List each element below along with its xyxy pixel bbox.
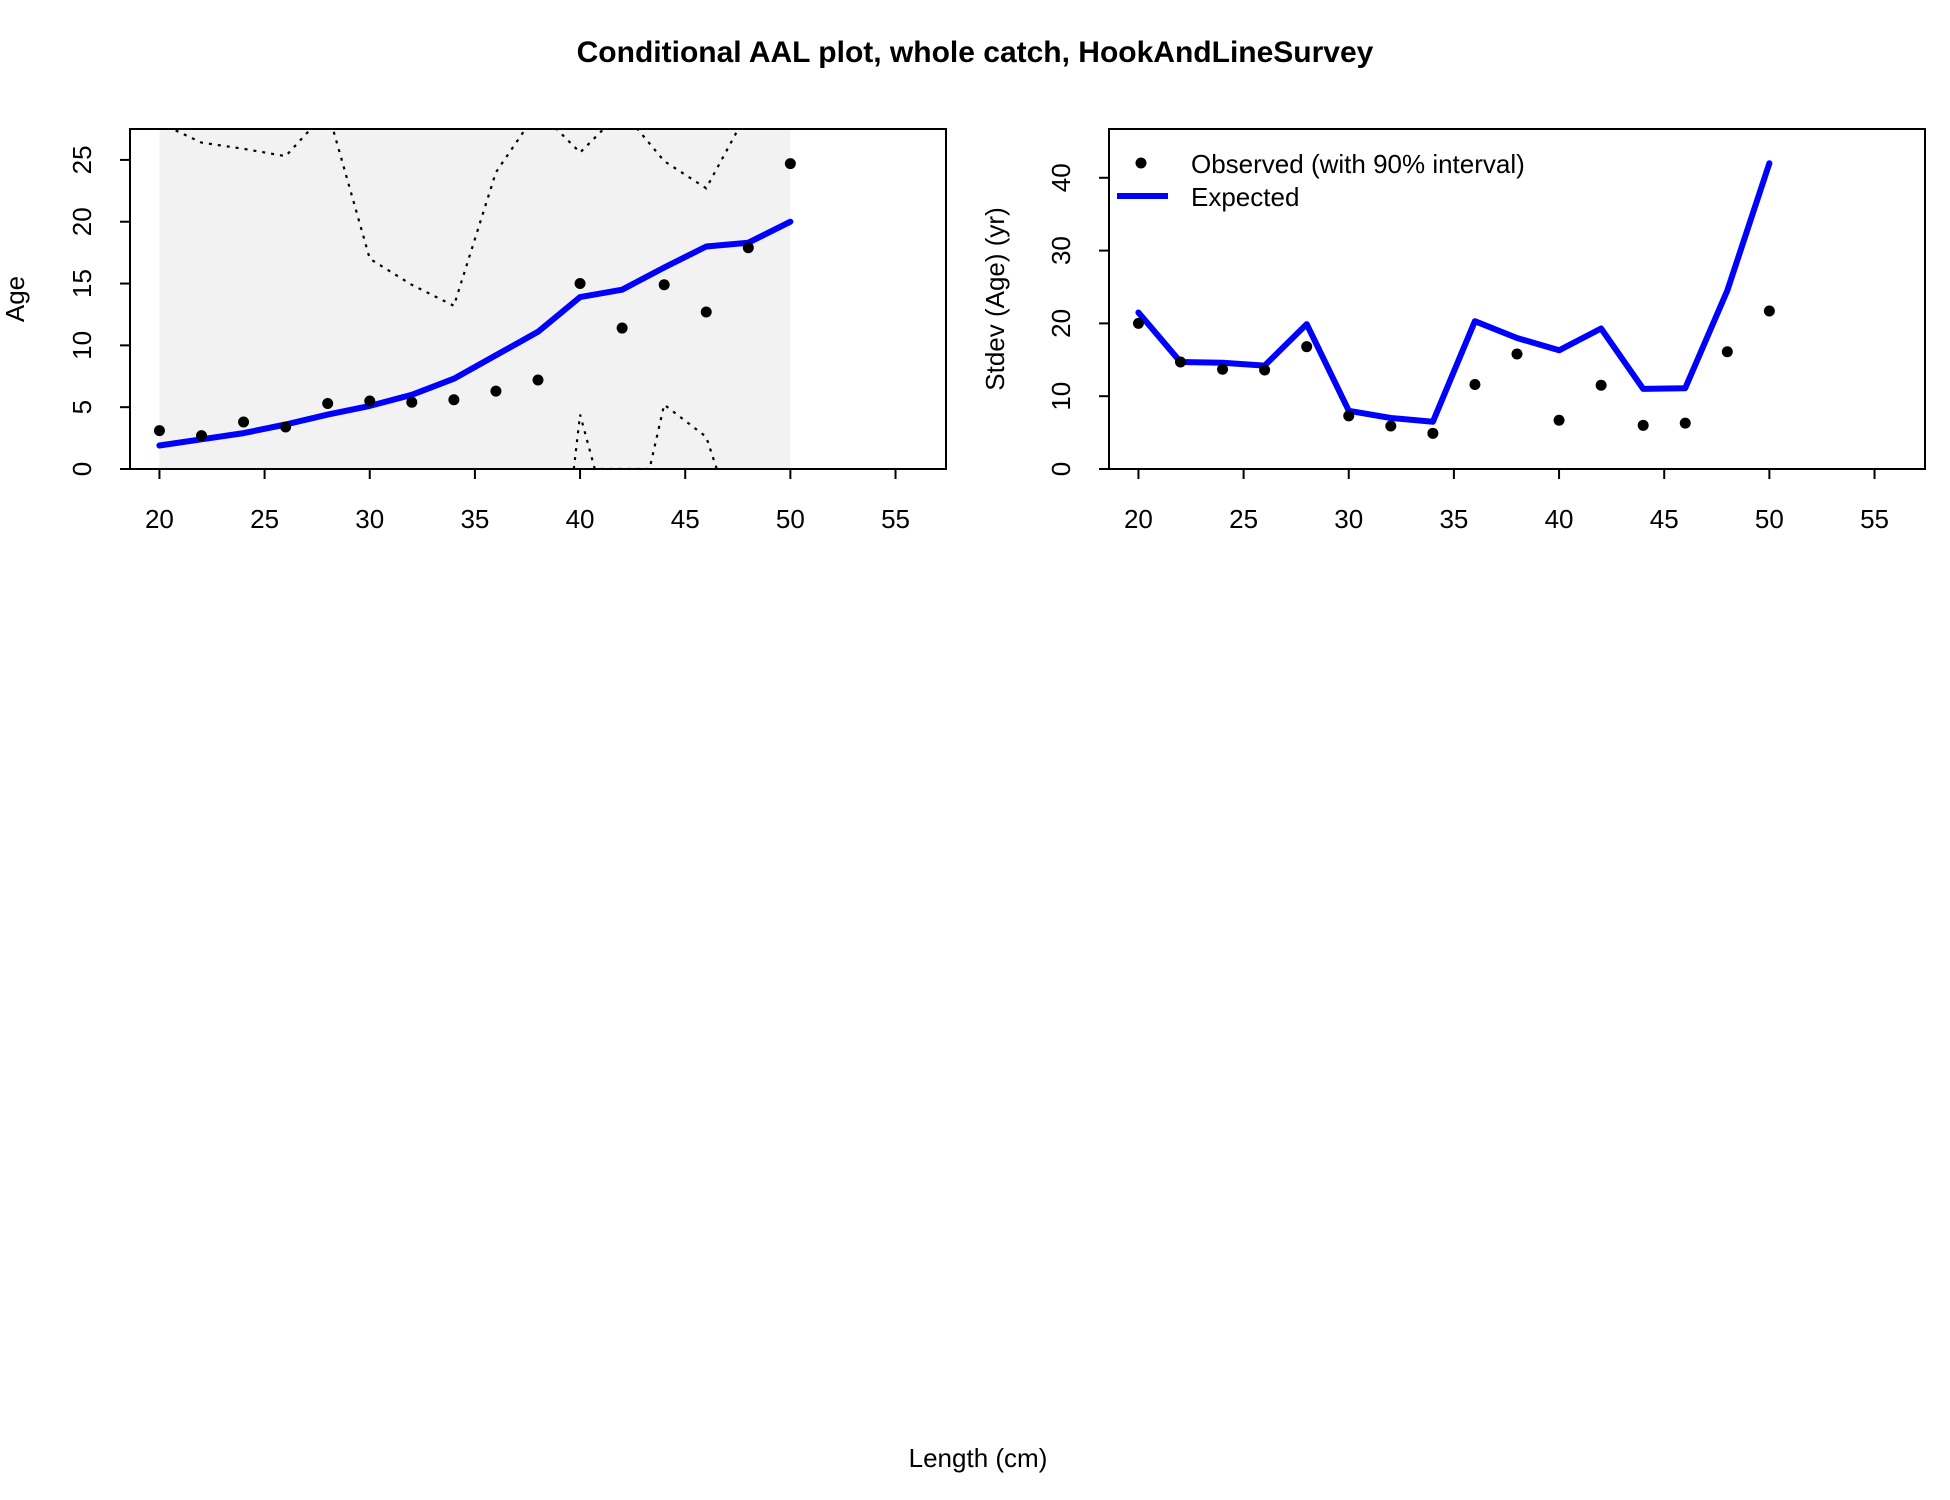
x-tick-label: 55 [881,504,910,534]
observed-point [574,278,586,290]
stdev-age-panel: 20 25 30 35 40 45 50 55 0 10 20 30 40 Stdev (Age) (yr… [980,128,1926,534]
plot-area [1132,160,1775,439]
y-tick-label: 20 [1046,309,1076,338]
observed-point [742,242,754,254]
x-tick-label: 40 [566,504,595,534]
observed-point [1553,414,1565,426]
x-tick-label: 50 [1755,504,1784,534]
observed-point [1763,305,1775,317]
x-tick-label: 20 [145,504,174,534]
y-tick-label: 5 [67,400,97,414]
observed-point [153,425,165,437]
x-tick-label: 45 [671,504,700,534]
observed-point [196,430,208,442]
x-tick-label: 30 [1334,504,1363,534]
observed-point [322,397,334,409]
chart-title: Conditional AAL plot, whole catch, HookA… [577,36,1374,69]
y-axis-label: Stdev (Age) (yr) [980,207,1010,391]
x-tick-label: 25 [1229,504,1258,534]
x-axis-label: Length (cm) [909,1443,1048,1473]
observed-point [1259,364,1271,376]
y-tick-label: 10 [67,331,97,360]
plot-area [153,129,796,469]
observed-point [1637,419,1649,431]
x-tick-label: 20 [1124,504,1153,534]
observed-point [1595,379,1607,391]
observed-point [490,385,502,397]
observed-point [784,158,796,170]
x-tick-label: 45 [1650,504,1679,534]
x-tick-label: 30 [355,504,384,534]
observed-point [532,374,544,386]
observed-point [658,279,670,291]
expected-line [156,218,794,449]
observed-point [1175,356,1187,368]
observed-point [1217,363,1229,375]
observed-point [448,394,460,406]
observed-point [1301,341,1313,353]
legend-observed-label: Observed (with 90% interval) [1191,149,1525,179]
x-tick-label: 40 [1545,504,1574,534]
legend-expected-label: Expected [1191,182,1299,212]
x-tick-label: 35 [1439,504,1468,534]
observed-point [616,322,628,334]
observed-point [1132,317,1144,329]
observed-point [238,416,250,428]
legend-observed-marker [1135,157,1147,169]
expected-line [1135,160,1773,425]
observed-point [1427,427,1439,439]
y-tick-label: 0 [1046,462,1076,476]
y-tick-label: 0 [67,462,97,476]
observed-point [700,306,712,318]
y-tick-label: 25 [67,145,97,174]
mean-age-panel: 20 25 30 35 40 45 50 55 0 5 10 15 20 25 Age [0,128,947,534]
upper-interval-line [169,129,740,308]
observed-point [1469,379,1481,391]
y-tick-label: 40 [1046,163,1076,192]
observed-point [1385,420,1397,432]
y-tick-label: 15 [67,269,97,298]
observed-point [406,396,418,408]
legend: Observed (with 90% interval)Expected [1117,149,1525,212]
observed-point [1721,346,1733,358]
plot-frame [1108,128,1926,470]
observed-point [1679,417,1691,429]
y-axis-label: Age [0,276,30,322]
x-tick-label: 25 [250,504,279,534]
observed-point [1511,348,1523,360]
lower-interval-line [572,402,718,469]
observed-point [1343,410,1355,422]
x-tick-label: 35 [460,504,489,534]
x-tick-label: 55 [1860,504,1889,534]
y-tick-label: 30 [1046,236,1076,265]
y-tick-label: 20 [67,207,97,236]
x-tick-label: 50 [776,504,805,534]
y-tick-label: 10 [1046,382,1076,411]
data-range-shading [159,129,791,469]
observed-point [364,395,376,407]
observed-point [280,421,292,433]
